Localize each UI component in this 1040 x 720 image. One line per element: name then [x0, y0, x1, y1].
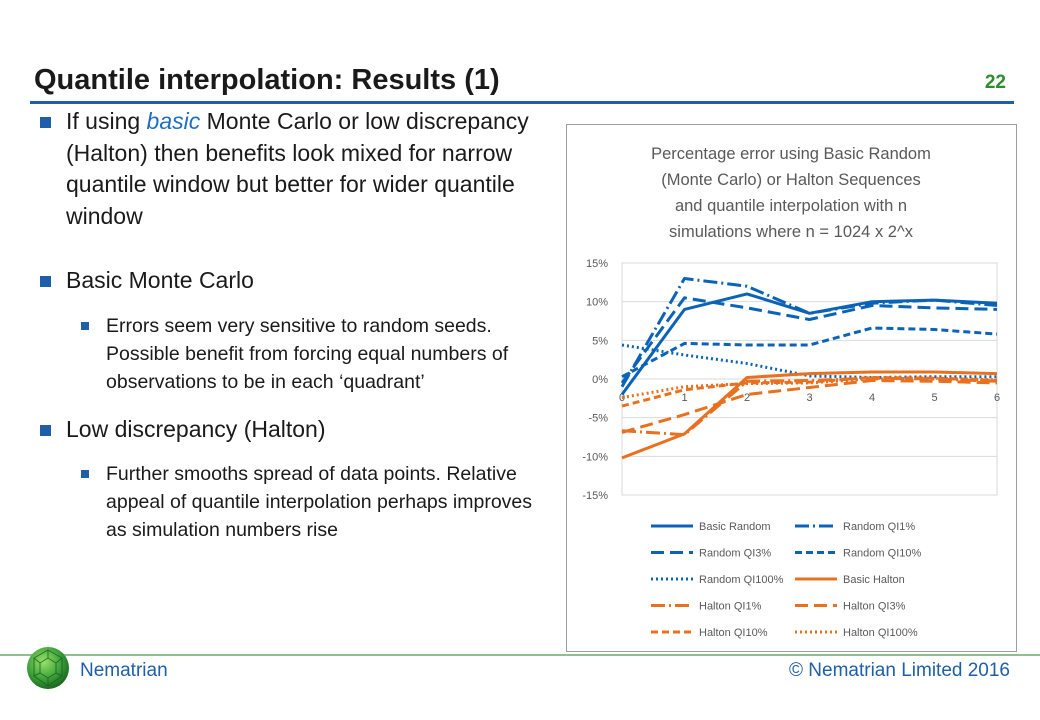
y-tick-label: 0% — [592, 374, 608, 386]
sub-bullet-text: Further smooths spread of data points. R… — [106, 463, 533, 541]
x-tick-label: 0 — [619, 392, 625, 404]
bullet-square-icon — [40, 117, 51, 128]
legend-label: Halton QI10% — [699, 627, 768, 639]
footer-divider — [0, 654, 1040, 656]
y-tick-label: -10% — [582, 451, 608, 463]
sub-bullet-item: Errors seem very sensitive to random see… — [78, 312, 538, 396]
y-tick-label: -15% — [582, 490, 608, 502]
legend-label: Basic Random — [699, 521, 771, 533]
y-tick-label: -5% — [588, 413, 608, 425]
bullet-text: If using — [66, 108, 147, 134]
bullet-item: Low discrepancy (Halton) — [38, 414, 538, 446]
legend-label: Random QI3% — [699, 548, 771, 560]
sub-bullet-square-icon — [81, 470, 89, 478]
legend-label: Halton QI1% — [699, 601, 762, 613]
legend-label: Random QI10% — [843, 548, 921, 560]
legend-label: Halton QI100% — [843, 627, 918, 639]
bullet-square-icon — [40, 424, 51, 436]
bullet-list: If using basic Monte Carlo or low discre… — [38, 104, 538, 544]
y-tick-label: 10% — [586, 297, 608, 309]
sub-bullet-square-icon — [81, 321, 89, 330]
chart-title-line-2: (Monte Carlo) or Halton Sequences — [661, 171, 921, 189]
nematrian-logo-icon — [27, 647, 69, 689]
bullet-highlight: basic — [146, 108, 201, 134]
series-line — [621, 326, 998, 379]
title-divider — [30, 101, 1014, 104]
slide-number: 22 — [984, 72, 1006, 93]
sub-bullet-item: Further smooths spread of data points. R… — [78, 460, 538, 544]
chart-title-line-3: and quantile interpolation with n — [675, 197, 907, 215]
x-tick-label: 1 — [681, 392, 687, 404]
sub-bullet-text: Errors seem very sensitive to random see… — [106, 314, 509, 393]
x-tick-label: 2 — [744, 392, 750, 404]
plot-area: 15% 10% 5% 0% -5% -10% -15% 0 1 2 3 4 5 6 — [582, 258, 1000, 502]
footer-brand[interactable]: Nematrian — [80, 660, 168, 681]
x-tick-label: 5 — [931, 392, 937, 404]
slide-title: Quantile interpolation: Results (1) — [34, 64, 500, 96]
chart-legend: Basic Random Random QI1% Random QI3% Random… — [651, 521, 921, 639]
y-tick-label: 5% — [592, 335, 608, 347]
series-line — [620, 277, 998, 388]
bullet-text: Basic Monte Carlo — [66, 267, 254, 293]
chart-container: Percentage error using Basic Random (Mon… — [566, 124, 1017, 652]
footer-copyright: © Nematrian Limited 2016 — [789, 660, 1010, 681]
legend-label: Random QI100% — [699, 574, 784, 586]
y-tick-label: 15% — [586, 258, 608, 270]
line-chart: Percentage error using Basic Random (Mon… — [582, 145, 1000, 639]
legend-label: Random QI1% — [843, 521, 915, 533]
series-line — [621, 376, 998, 408]
bullet-item: Basic Monte Carlo — [38, 265, 538, 297]
chart-title-line-4: simulations where n = 1024 x 2^x — [669, 223, 914, 241]
bullet-text: Monte Carlo or low discrepancy (Halton) … — [66, 108, 529, 229]
series-line — [620, 292, 998, 396]
x-tick-label: 3 — [806, 392, 812, 404]
legend-label: Halton QI3% — [843, 601, 906, 613]
legend-label: Basic Halton — [843, 574, 905, 586]
x-tick-label: 4 — [869, 392, 875, 404]
series-line — [621, 379, 998, 434]
bullet-item: If using basic Monte Carlo or low discre… — [38, 106, 538, 232]
chart-title-line-1: Percentage error using Basic Random — [651, 145, 931, 163]
series-line — [621, 343, 997, 379]
series-line — [620, 296, 998, 384]
series-line — [621, 370, 998, 460]
bullet-text: Low discrepancy (Halton) — [66, 415, 326, 442]
bullet-square-icon — [40, 276, 51, 287]
x-tick-label: 6 — [994, 392, 1000, 404]
